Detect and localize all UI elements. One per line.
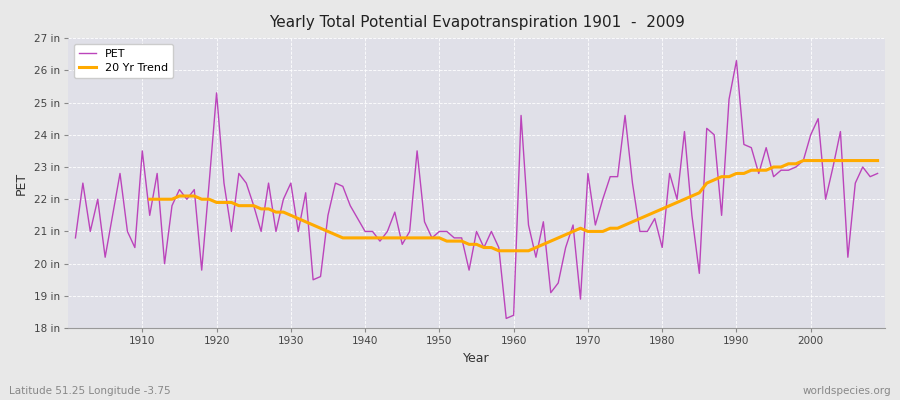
PET <box>292 229 303 234</box>
Y-axis label: PET: PET <box>15 172 28 195</box>
20 Yr Trend <box>315 226 326 231</box>
Line: PET: PET <box>76 61 878 318</box>
PET <box>338 184 348 189</box>
Legend: PET, 20 Yr Trend: PET, 20 Yr Trend <box>74 44 174 78</box>
20 Yr Trend <box>493 248 504 253</box>
PET <box>70 236 81 240</box>
20 Yr Trend <box>798 158 809 163</box>
PET <box>500 316 511 321</box>
PET <box>872 171 883 176</box>
PET <box>605 174 616 179</box>
Text: worldspecies.org: worldspecies.org <box>803 386 891 396</box>
20 Yr Trend <box>144 197 155 202</box>
X-axis label: Year: Year <box>464 352 490 365</box>
20 Yr Trend <box>338 236 348 240</box>
20 Yr Trend <box>516 248 526 253</box>
PET <box>508 313 519 318</box>
20 Yr Trend <box>872 158 883 163</box>
20 Yr Trend <box>538 242 549 247</box>
Text: Latitude 51.25 Longitude -3.75: Latitude 51.25 Longitude -3.75 <box>9 386 171 396</box>
PET <box>731 58 742 63</box>
PET <box>516 113 526 118</box>
20 Yr Trend <box>367 236 378 240</box>
20 Yr Trend <box>724 174 734 179</box>
Title: Yearly Total Potential Evapotranspiration 1901  -  2009: Yearly Total Potential Evapotranspiratio… <box>268 15 684 30</box>
Line: 20 Yr Trend: 20 Yr Trend <box>149 160 877 251</box>
PET <box>130 245 140 250</box>
